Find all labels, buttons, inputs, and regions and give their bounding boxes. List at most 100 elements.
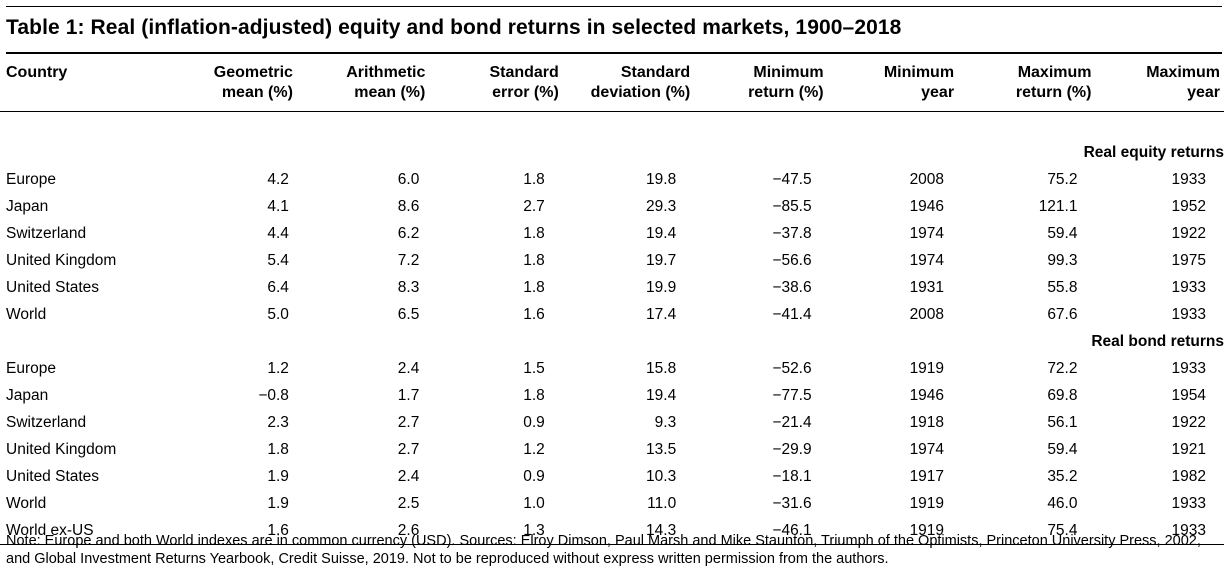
cell-minimum-year: 1919 (909, 360, 945, 377)
cell-country: Europe (6, 171, 56, 188)
cell-minimum-year: 1946 (909, 387, 945, 404)
cell-standard-error: 1.8 (523, 279, 545, 296)
cell-minimum-year: 1919 (909, 522, 945, 539)
cell-maximum-year: 1954 (1171, 387, 1206, 404)
cell-standard-error: 1.3 (523, 522, 545, 539)
table-bottom-rule (0, 544, 1224, 572)
cell-country: Switzerland (6, 414, 87, 431)
cell-geometric-mean: 4.4 (267, 225, 289, 242)
col-header-arithmetic-mean: Arithmetic mean (%) (346, 64, 426, 101)
cell-geometric-mean: 1.9 (267, 495, 289, 512)
cell-geometric-mean: 5.0 (267, 306, 289, 323)
cell-maximum-return: 75.4 (1047, 522, 1078, 539)
col-header-minimum-year: Minimum year (883, 64, 955, 101)
cell-arithmetic-mean: 2.4 (397, 360, 420, 377)
cell-standard-deviation: 14.3 (646, 522, 677, 539)
cell-geometric-mean: 6.4 (267, 279, 289, 296)
cell-standard-error: 1.8 (523, 225, 545, 242)
cell-arithmetic-mean: 2.7 (397, 441, 420, 458)
cell-maximum-return: 59.4 (1047, 441, 1078, 458)
cell-arithmetic-mean: 2.4 (397, 468, 420, 485)
cell-maximum-year: 1982 (1171, 468, 1206, 485)
cell-maximum-year: 1933 (1171, 522, 1206, 539)
cell-country: United States (6, 468, 100, 485)
cell-maximum-return: 75.2 (1047, 171, 1078, 188)
cell-minimum-year: 1974 (909, 441, 945, 458)
cell-geometric-mean: −0.8 (258, 387, 289, 404)
cell-maximum-return: 69.8 (1047, 387, 1078, 404)
table-row: World ex-US 1.6 2.6 1.3 14.3 −46.1 1919 75.4 193… (0, 517, 1224, 545)
cell-maximum-return: 67.6 (1047, 306, 1078, 323)
table-note: Note: Europe and both World indexes are … (6, 533, 1201, 567)
table-row: United Kingdom 1.8 2.7 1.2 13.5 −29.9 1974 59.4… (0, 436, 1224, 463)
cell-standard-deviation: 9.3 (654, 414, 677, 431)
cell-arithmetic-mean: 6.5 (397, 306, 420, 323)
col-header-geometric-mean: Geometric mean (%) (213, 64, 293, 101)
cell-maximum-year: 1933 (1171, 279, 1206, 296)
table-row: World 5.0 6.5 1.6 17.4 −41.4 2008 67.6 1933 (0, 301, 1224, 328)
cell-minimum-return: −46.1 (772, 522, 812, 539)
cell-country: Switzerland (6, 225, 87, 242)
cell-arithmetic-mean: 2.6 (397, 522, 420, 539)
cell-geometric-mean: 4.1 (267, 198, 289, 215)
cell-standard-deviation: 29.3 (646, 198, 677, 215)
col-header-maximum-return: Maximum return (%) (1015, 64, 1092, 101)
cell-standard-error: 1.8 (523, 252, 545, 269)
cell-country: World (6, 306, 47, 323)
cell-maximum-year: 1922 (1171, 414, 1206, 431)
cell-geometric-mean: 1.2 (267, 360, 289, 377)
cell-minimum-return: −38.6 (772, 279, 812, 296)
cell-maximum-year: 1952 (1171, 198, 1206, 215)
cell-minimum-year: 1919 (909, 495, 945, 512)
table-row: Japan −0.8 1.7 1.8 19.4 −77.5 1946 69.8 1954 (0, 382, 1224, 409)
cell-maximum-year: 1922 (1171, 225, 1206, 242)
cell-minimum-year: 2008 (909, 171, 945, 188)
cell-maximum-return: 72.2 (1047, 360, 1078, 377)
cell-arithmetic-mean: 6.0 (397, 171, 420, 188)
cell-geometric-mean: 2.3 (267, 414, 289, 431)
cell-minimum-return: −52.6 (772, 360, 812, 377)
cell-standard-error: 0.9 (523, 468, 545, 485)
table-row: Japan 4.1 8.6 2.7 29.3 −85.5 1946 121.1 1952 (0, 193, 1224, 220)
cell-minimum-year: 1974 (909, 225, 945, 242)
cell-maximum-year: 1921 (1171, 441, 1206, 458)
cell-minimum-year: 1917 (909, 468, 945, 485)
cell-geometric-mean: 4.2 (267, 171, 289, 188)
section-heading-row: Real bond returns (0, 328, 1224, 355)
table-row: United States 6.4 8.3 1.8 19.9 −38.6 1931 55.8 1… (0, 274, 1224, 301)
cell-maximum-year: 1933 (1171, 360, 1206, 377)
cell-maximum-return: 56.1 (1047, 414, 1078, 431)
cell-geometric-mean: 1.6 (267, 522, 289, 539)
cell-maximum-return: 46.0 (1047, 495, 1078, 512)
cell-maximum-year: 1975 (1171, 252, 1206, 269)
section-heading-row: Real equity returns (0, 139, 1224, 166)
table-row: United Kingdom 5.4 7.2 1.8 19.7 −56.6 1974 99.3… (0, 247, 1224, 274)
table-title: Table 1: Real (inflation-adjusted) equit… (6, 16, 902, 39)
section-heading: Real bond returns (1091, 333, 1224, 350)
col-header-standard-error: Standard error (%) (489, 64, 559, 101)
table-header: Country Geometric mean (%) Arithmetic mean… (0, 63, 1224, 112)
cell-geometric-mean: 1.9 (267, 468, 289, 485)
cell-arithmetic-mean: 7.2 (397, 252, 420, 269)
cell-minimum-return: −21.4 (772, 414, 812, 431)
cell-country: World (6, 495, 47, 512)
table-row: Europe 4.2 6.0 1.8 19.8 −47.5 2008 75.2 1933 (0, 166, 1224, 193)
cell-country: Japan (6, 387, 49, 404)
cell-geometric-mean: 1.8 (267, 441, 289, 458)
cell-maximum-return: 55.8 (1047, 279, 1078, 296)
cell-minimum-return: −56.6 (772, 252, 812, 269)
cell-standard-error: 1.0 (523, 495, 545, 512)
cell-standard-error: 1.8 (523, 387, 545, 404)
cell-country: Europe (6, 360, 56, 377)
section-heading: Real equity returns (1083, 144, 1224, 161)
cell-country: United Kingdom (6, 441, 117, 458)
cell-standard-error: 1.2 (523, 441, 545, 458)
cell-standard-deviation: 13.5 (646, 441, 677, 458)
cell-standard-deviation: 17.4 (646, 306, 677, 323)
cell-minimum-return: −37.8 (772, 225, 812, 242)
cell-maximum-year: 1933 (1171, 306, 1206, 323)
table-body: Real equity returns Europe 4.2 6.0 1.8 19.8 −4… (0, 111, 1224, 572)
cell-arithmetic-mean: 2.7 (397, 414, 420, 431)
cell-minimum-return: −29.9 (772, 441, 812, 458)
table-row: Europe 1.2 2.4 1.5 15.8 −52.6 1919 72.2 1933 (0, 355, 1224, 382)
